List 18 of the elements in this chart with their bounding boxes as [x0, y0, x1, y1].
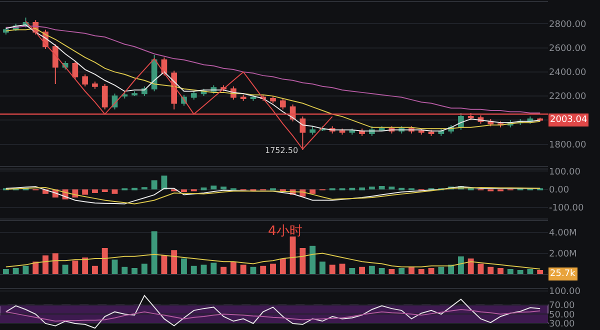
y-tick-label: 2.00M	[549, 249, 577, 260]
y-tick-label: 2800.00	[549, 20, 586, 30]
y-tick-label: 2600.00	[549, 44, 586, 54]
annotation: 25.7k	[550, 269, 576, 279]
y-tick-label: 1800.00	[549, 140, 586, 150]
y-tick-label: 70.00	[549, 300, 576, 311]
annotation: 1752.50	[265, 146, 298, 155]
y-tick-label: 30.00	[549, 320, 576, 330]
y-tick-label: -100.00	[549, 204, 584, 214]
y-tick-label: 100.00	[549, 287, 581, 298]
y-tick-label: 2400.00	[549, 68, 586, 78]
annotation: 2003.04	[550, 115, 588, 125]
y-tick-label: 4.00M	[549, 228, 577, 238]
y-tick-label: 2200.00	[549, 92, 586, 102]
y-tick-label: 50.00	[549, 310, 576, 320]
y-tick-label: 100.00	[549, 167, 581, 178]
annotation: 4小时	[268, 224, 302, 239]
y-tick-label: 0.00	[549, 185, 570, 196]
